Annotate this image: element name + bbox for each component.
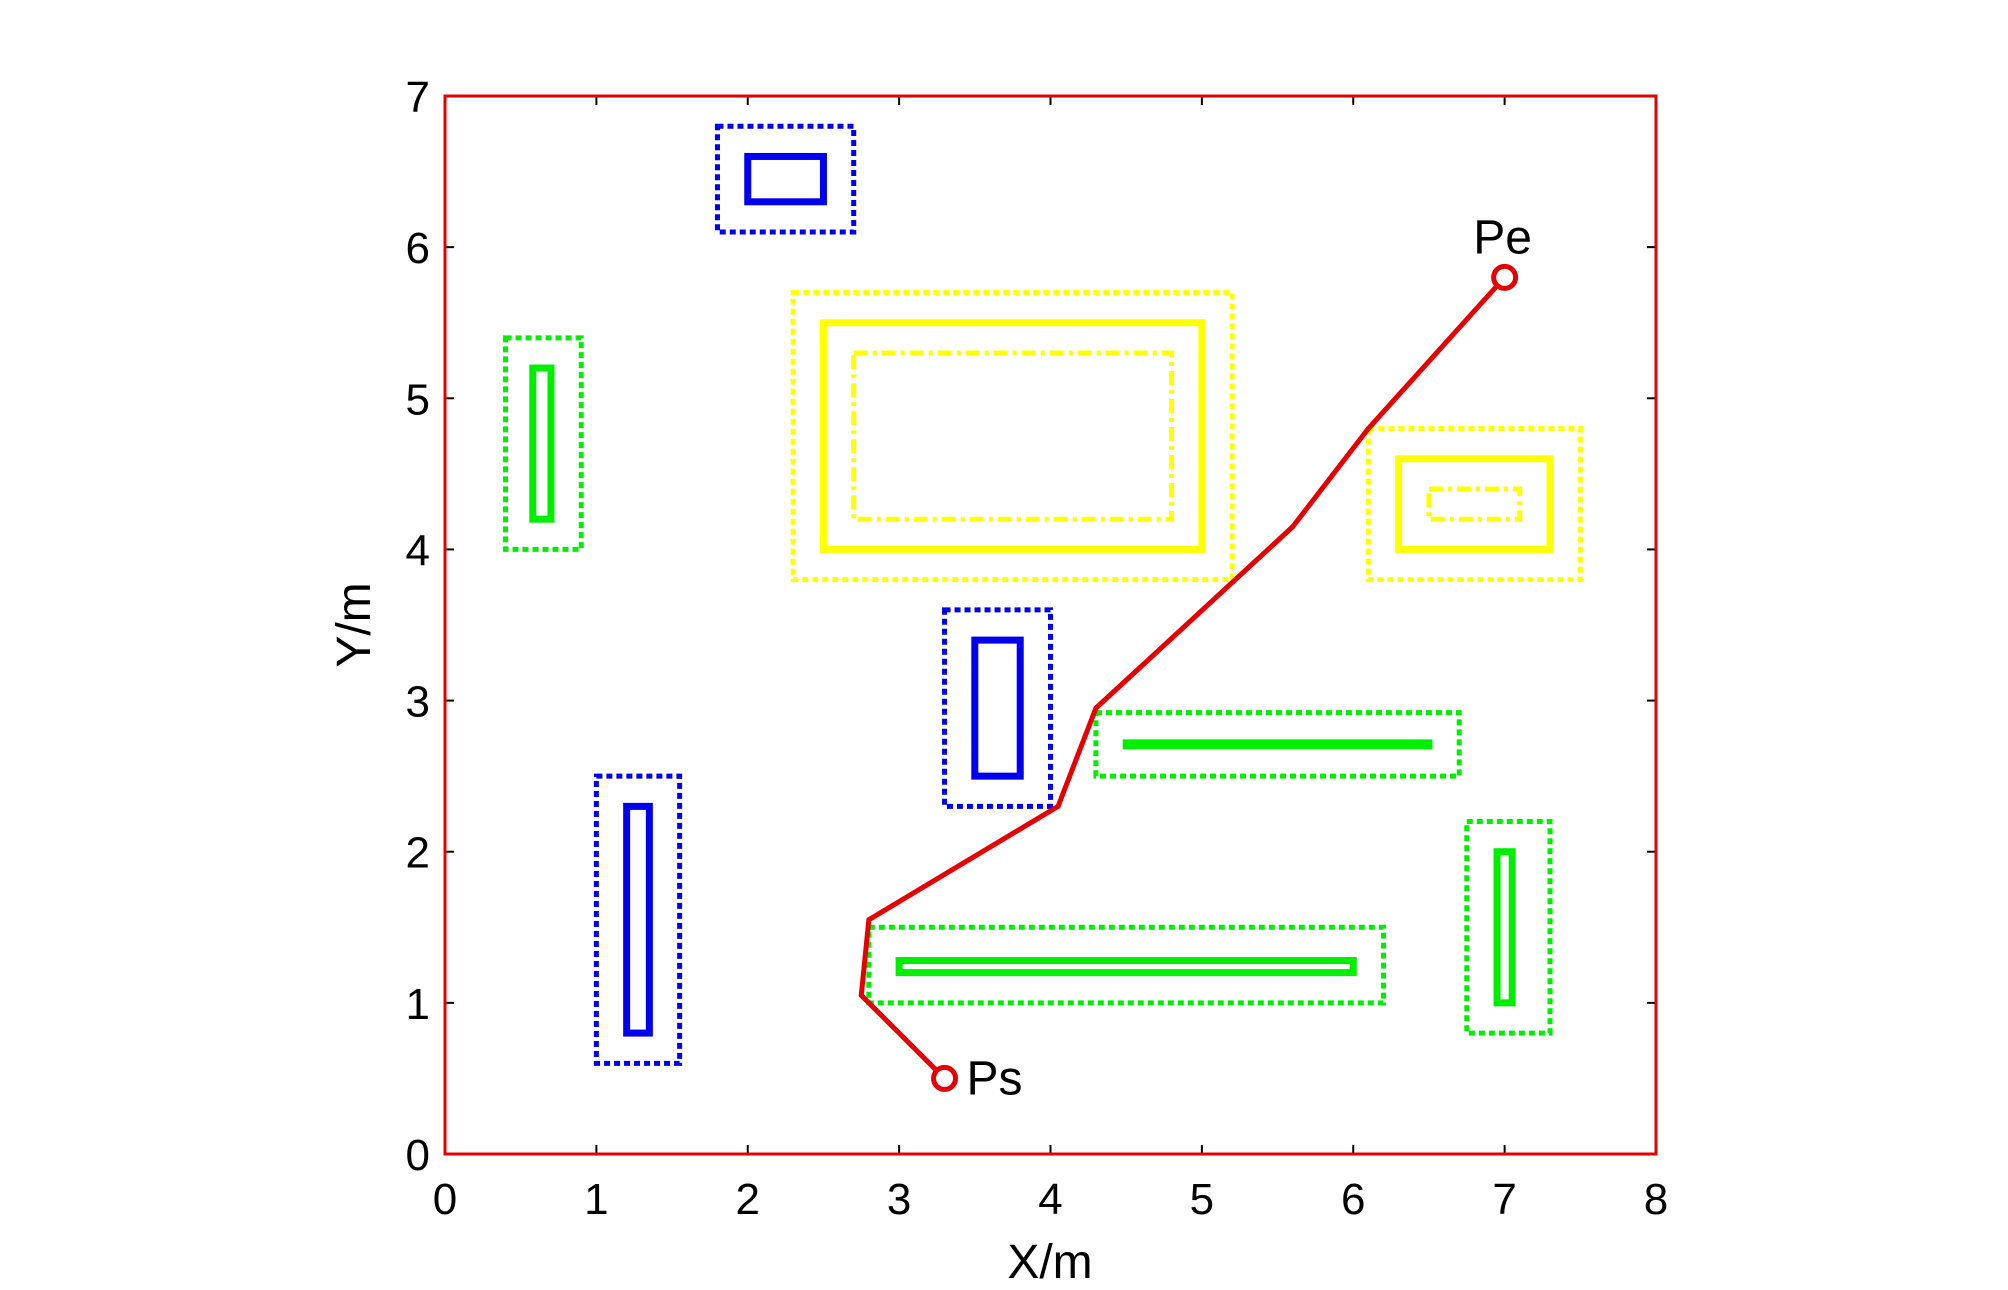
x-tick-label-0: 0 bbox=[433, 1175, 457, 1224]
obstacle-9 bbox=[1365, 426, 1583, 583]
obstacle-2 bbox=[942, 607, 1053, 809]
obstacle-6-solid-boundary bbox=[895, 957, 1357, 977]
endpoint-label-pe: Pe bbox=[1473, 211, 1532, 264]
path-vertex-7 bbox=[1365, 426, 1371, 432]
endpoint-marker-pe bbox=[1491, 263, 1519, 291]
obstacle-7-dotted-boundary bbox=[1464, 818, 1553, 1036]
x-tick-label-4: 4 bbox=[1038, 1175, 1062, 1224]
obstacles-layer bbox=[503, 123, 1583, 1066]
obstacle-9-dotted-boundary bbox=[1365, 426, 1583, 583]
obstacle-1-dotted-boundary bbox=[714, 123, 857, 235]
y-axis-label: Y/m bbox=[328, 582, 381, 667]
path-vertex-6 bbox=[1290, 524, 1296, 530]
obstacle-9-dashdot-boundary bbox=[1426, 486, 1523, 522]
obstacle-3-dotted-boundary bbox=[593, 773, 683, 1066]
obstacle-3 bbox=[593, 773, 683, 1066]
obstacle-9-solid-boundary bbox=[1395, 455, 1554, 553]
y-tick-label-2: 2 bbox=[406, 829, 430, 878]
y-tick-label-4: 4 bbox=[406, 526, 430, 575]
obstacle-8-dotted-boundary bbox=[790, 289, 1235, 583]
y-tick-label-7: 7 bbox=[406, 73, 430, 122]
obstacle-4-solid-boundary bbox=[529, 364, 555, 523]
obstacle-1-solid-boundary bbox=[744, 152, 827, 206]
labels-layer: Ps Pe 0 1 2 3 4 5 6 7 8 0 1 2 3 4 5 6 7 bbox=[406, 73, 1669, 1224]
path-vertex-5 bbox=[1093, 705, 1099, 711]
path-vertex-3 bbox=[866, 917, 872, 923]
plot-frame bbox=[443, 94, 1658, 1156]
obstacle-1 bbox=[714, 123, 857, 235]
obstacle-7-solid-boundary bbox=[1493, 848, 1516, 1007]
obstacle-4 bbox=[503, 335, 584, 552]
obstacle-4-dotted-boundary bbox=[503, 335, 584, 552]
obstacle-8-dashdot-boundary bbox=[851, 350, 1175, 522]
x-tick-label-1: 1 bbox=[584, 1175, 608, 1224]
obstacle-2-dotted-boundary bbox=[942, 607, 1053, 809]
endpoint-label-ps: Ps bbox=[967, 1052, 1023, 1105]
x-tick-label-2: 2 bbox=[736, 1175, 760, 1224]
planned-path-line bbox=[858, 274, 1508, 1081]
obstacle-2-solid-boundary bbox=[971, 636, 1024, 780]
x-tick-label-3: 3 bbox=[887, 1175, 911, 1224]
endpoint-marker-ps bbox=[931, 1064, 959, 1092]
obstacle-8 bbox=[790, 289, 1235, 583]
y-tick-label-0: 0 bbox=[406, 1131, 430, 1180]
obstacle-8-solid-boundary bbox=[819, 319, 1206, 553]
obstacle-3-solid-boundary bbox=[623, 802, 653, 1037]
y-tick-label-6: 6 bbox=[406, 224, 430, 273]
y-tick-label-1: 1 bbox=[406, 980, 430, 1029]
x-axis-label: X/m bbox=[1007, 1236, 1092, 1285]
x-tick-label-8: 8 bbox=[1644, 1175, 1668, 1224]
obstacle-6-dotted-boundary bbox=[866, 924, 1387, 1006]
y-tick-label-5: 5 bbox=[406, 375, 430, 424]
obstacle-7 bbox=[1464, 818, 1553, 1036]
obstacle-5-solid-boundary bbox=[1122, 739, 1433, 750]
x-tick-label-7: 7 bbox=[1492, 1175, 1516, 1224]
path-layer bbox=[858, 263, 1519, 1092]
y-tick-label-3: 3 bbox=[406, 678, 430, 727]
obstacle-6 bbox=[866, 924, 1387, 1006]
x-tick-label-6: 6 bbox=[1341, 1175, 1365, 1224]
path-vertex-2 bbox=[858, 992, 864, 998]
x-tick-label-5: 5 bbox=[1190, 1175, 1214, 1224]
obstacle-5-dotted-boundary bbox=[1093, 710, 1462, 779]
obstacle-5 bbox=[1093, 710, 1462, 779]
path-vertex-4 bbox=[1055, 803, 1061, 809]
